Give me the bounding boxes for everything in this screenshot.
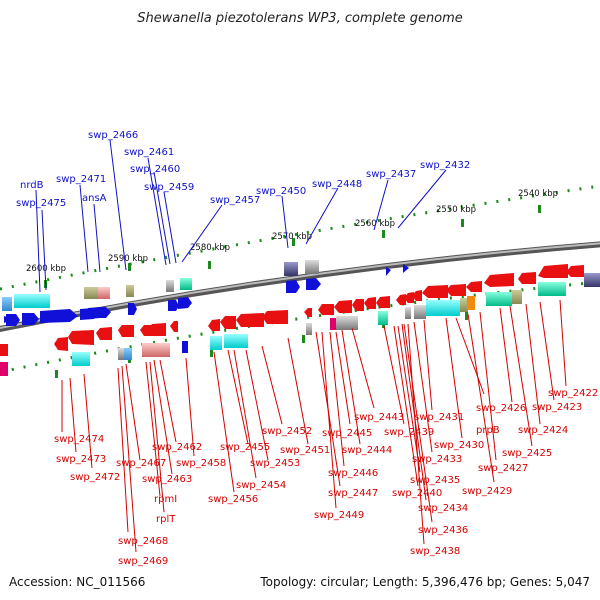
gene-label[interactable]: swp_2443 — [354, 412, 404, 423]
gene-label[interactable]: swp_2460 — [130, 164, 180, 175]
gene-label[interactable]: swp_2449 — [314, 510, 364, 521]
gene-label[interactable]: swp_2469 — [118, 556, 168, 567]
gene-label[interactable]: swp_2445 — [322, 428, 372, 439]
gene-label[interactable]: swp_2457 — [210, 195, 260, 206]
gene-label[interactable]: swp_2451 — [280, 445, 330, 456]
forward-gene-boxes — [2, 260, 319, 311]
gene-label[interactable]: rpmI — [154, 494, 177, 505]
scale-arc-top — [0, 184, 600, 291]
gene-label[interactable]: swp_2432 — [420, 160, 470, 171]
gene-label[interactable]: swp_2429 — [462, 486, 512, 497]
gene-label[interactable]: swp_2431 — [414, 412, 464, 423]
gene-label[interactable]: swp_2475 — [16, 198, 66, 209]
gene-label[interactable]: swp_2455 — [220, 442, 270, 453]
gene-label[interactable]: swp_2474 — [54, 434, 104, 445]
gene-label[interactable]: swp_2422 — [548, 388, 598, 399]
gene-label[interactable]: swp_2473 — [56, 454, 106, 465]
gene-label[interactable]: prpB — [476, 425, 500, 436]
gene-label[interactable]: swp_2472 — [70, 472, 120, 483]
gene-label[interactable]: swp_2435 — [410, 475, 460, 486]
gene-label[interactable]: swp_2466 — [88, 130, 138, 141]
scale-tick-label: 2540 kbp — [518, 189, 558, 199]
gene-label[interactable]: swp_2446 — [328, 468, 378, 479]
gene-label[interactable]: swp_2438 — [410, 546, 460, 557]
gene-label[interactable]: swp_2448 — [312, 179, 362, 190]
gene-label[interactable]: swp_2430 — [434, 440, 484, 451]
bottom-leader-lines — [61, 299, 567, 553]
gene-label[interactable]: rplT — [156, 514, 176, 525]
scale-tick-label: 2560 kbp — [355, 219, 395, 229]
gene-label[interactable]: swp_2423 — [532, 402, 582, 413]
scale-tick-label: 2570 kbp — [272, 232, 312, 242]
forward-gene-labels: nrdB swp_2475 swp_2471 ansA swp_2466 swp… — [16, 130, 470, 209]
map-title: Shewanella piezotolerans WP3, complete g… — [137, 11, 463, 26]
gene-label[interactable]: swp_2440 — [392, 488, 442, 499]
gene-label[interactable]: swp_2467 — [116, 458, 166, 469]
reverse-strand-genes — [0, 264, 584, 356]
gene-label[interactable]: swp_2471 — [56, 174, 106, 185]
gene-label[interactable]: swp_2427 — [478, 463, 528, 474]
gene-label[interactable]: swp_2461 — [124, 147, 174, 158]
gene-label[interactable]: swp_2468 — [118, 536, 168, 547]
topology-label: Topology: circular; Length: 5,396,476 bp… — [259, 575, 590, 589]
reverse-gene-labels: swp_2474 swp_2473 swp_2472 swp_2467 swp_… — [54, 388, 598, 567]
gene-label[interactable]: swp_2452 — [262, 426, 312, 437]
gene-label[interactable]: swp_2462 — [152, 442, 202, 453]
accession-label: Accession: NC_011566 — [9, 575, 145, 589]
gene-label[interactable]: swp_2437 — [366, 169, 416, 180]
gene-label[interactable]: swp_2453 — [250, 458, 300, 469]
gene-label[interactable]: ansA — [82, 193, 107, 204]
gene-label[interactable]: swp_2456 — [208, 494, 258, 505]
gene-label[interactable]: swp_2450 — [256, 186, 306, 197]
gene-label[interactable]: swp_2424 — [518, 425, 568, 436]
top-leader-lines — [35, 139, 447, 293]
gene-label[interactable]: swp_2444 — [342, 445, 392, 456]
gene-label[interactable]: swp_2426 — [476, 403, 526, 414]
gene-label[interactable]: swp_2454 — [236, 480, 286, 491]
gene-label[interactable]: swp_2463 — [142, 474, 192, 485]
gene-label[interactable]: swp_2425 — [502, 448, 552, 459]
reverse-gene-boxes — [0, 273, 600, 376]
gene-label[interactable]: swp_2459 — [144, 182, 194, 193]
scale-tick-label: 2600 kbp — [26, 264, 66, 274]
scale-tick-label: 2590 kbp — [108, 254, 148, 264]
gene-label[interactable]: swp_2434 — [418, 503, 468, 514]
gene-label[interactable]: swp_2447 — [328, 488, 378, 499]
gene-label[interactable]: swp_2433 — [412, 454, 462, 465]
gene-label[interactable]: swp_2458 — [176, 458, 226, 469]
scale-tick-label: 2580 kbp — [190, 243, 230, 253]
gene-label[interactable]: swp_2436 — [418, 525, 468, 536]
gene-label[interactable]: swp_2439 — [384, 427, 434, 438]
forward-strand-genes — [4, 264, 409, 353]
scale-tick-label: 2550 kbp — [436, 205, 476, 215]
gene-label[interactable]: nrdB — [20, 180, 44, 191]
